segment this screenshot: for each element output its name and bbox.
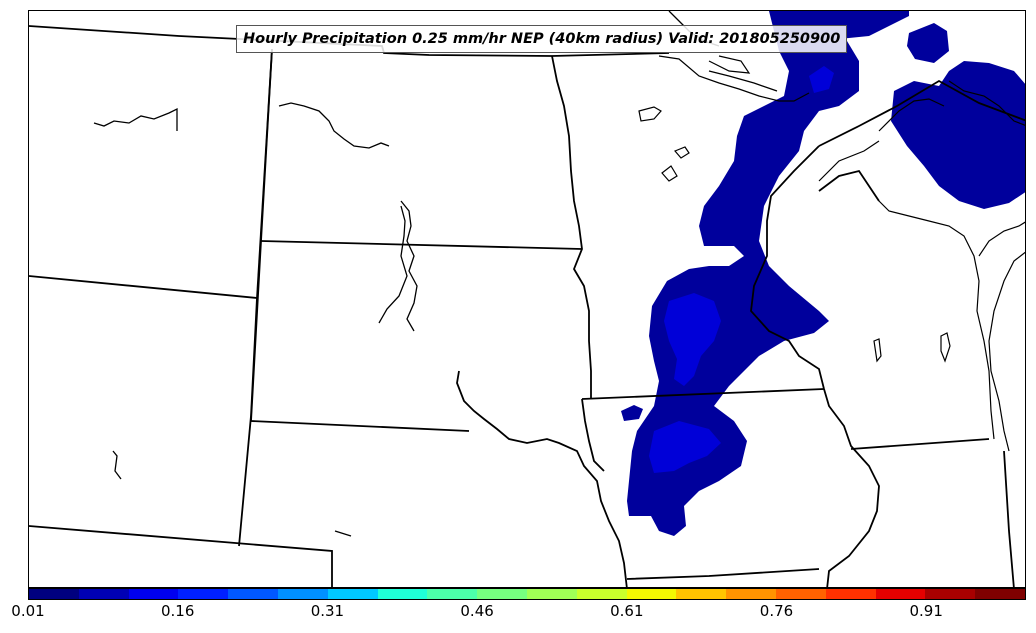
precip-area-light xyxy=(891,61,1025,209)
colorbar-segment xyxy=(427,589,478,599)
colorbar-segment xyxy=(726,589,776,599)
state-line xyxy=(551,55,592,399)
state-line xyxy=(823,388,880,587)
colorbar-segment xyxy=(327,589,378,599)
colorbar-tick-label: 0.31 xyxy=(310,602,345,620)
river-lake-sakakawea xyxy=(278,102,390,149)
river-lake-oahe xyxy=(400,200,418,332)
colorbar-tick-label: 0.61 xyxy=(610,602,644,620)
colorbar-segment xyxy=(775,589,826,599)
colorbar-segment xyxy=(576,589,627,599)
lake-superior-shore xyxy=(878,98,945,132)
lake-superior-shore xyxy=(708,55,751,74)
precip-area-medium xyxy=(809,66,834,93)
river-reservoir xyxy=(112,450,122,480)
lake-huron-shore xyxy=(948,80,1025,126)
map-title: Hourly Precipitation 0.25 mm/hr NEP (40k… xyxy=(236,25,848,53)
island xyxy=(673,146,690,159)
colorbar-segment xyxy=(277,589,328,599)
state-line xyxy=(29,275,258,299)
precip-area-light xyxy=(621,405,643,421)
state-line xyxy=(818,169,880,202)
state-line xyxy=(1003,450,1015,587)
river-fort-peck xyxy=(93,107,178,131)
colorbar-tick-label: 0.91 xyxy=(909,602,943,620)
colorbar-segment xyxy=(29,589,79,599)
lake-superior-shore xyxy=(658,55,810,102)
colorbar-segment xyxy=(377,589,428,599)
state-line xyxy=(456,370,628,587)
colorbar-segment xyxy=(526,589,577,599)
colorbar-segment xyxy=(178,589,229,599)
colorbar-tick-label: 0.16 xyxy=(160,602,195,620)
colorbar-segment xyxy=(676,589,727,599)
precip-probability-areas xyxy=(621,11,1025,536)
island-isle-royale xyxy=(638,106,662,122)
colorbar-segment xyxy=(925,589,976,599)
state-line xyxy=(626,568,820,580)
colorbar-tick-label: 0.01 xyxy=(11,602,45,620)
state-line xyxy=(260,240,583,250)
state-line xyxy=(818,79,1025,147)
state-boundaries xyxy=(29,25,1025,587)
precip-area-light xyxy=(627,11,859,536)
colorbar-segment xyxy=(626,589,677,599)
colorbar-segment xyxy=(228,589,278,599)
great-lakes-coastline xyxy=(638,55,1025,452)
map-panel: Hourly Precipitation 0.25 mm/hr NEP (40k… xyxy=(28,10,1026,588)
colorbar-segment xyxy=(975,589,1025,599)
river-reservoir xyxy=(334,530,352,537)
state-line xyxy=(250,48,273,422)
colorbar xyxy=(28,588,1026,600)
state-line xyxy=(581,398,605,472)
lake-michigan-shore xyxy=(878,200,995,440)
map-canvas xyxy=(29,11,1025,587)
state-line xyxy=(581,388,825,400)
colorbar-segment xyxy=(477,589,527,599)
colorbar-tick-label: 0.76 xyxy=(759,602,794,620)
colorbar-segment xyxy=(825,589,876,599)
colorbar-tick-labels: 0.01 0.16 0.31 0.46 0.61 0.76 0.91 xyxy=(0,602,1036,624)
state-line xyxy=(250,420,470,432)
river-lake-oahe xyxy=(378,205,408,324)
precip-area-light xyxy=(907,23,949,63)
island xyxy=(661,165,678,182)
colorbar-segment xyxy=(875,589,926,599)
lake-mille-lacs xyxy=(873,338,882,363)
lake-michigan-shore xyxy=(978,221,1025,257)
colorbar-segment xyxy=(78,589,129,599)
lake-michigan-shore xyxy=(988,251,1025,452)
lake-superior-shore xyxy=(818,140,880,182)
precip-area-medium xyxy=(649,421,721,473)
lake-winnebago xyxy=(940,332,951,363)
state-line xyxy=(29,525,333,587)
state-line xyxy=(750,145,825,390)
state-line xyxy=(850,438,990,450)
river-mississippi-north xyxy=(708,70,778,92)
precip-area-medium xyxy=(664,293,721,386)
colorbar-tick-label: 0.46 xyxy=(460,602,494,620)
colorbar-segment xyxy=(128,589,179,599)
